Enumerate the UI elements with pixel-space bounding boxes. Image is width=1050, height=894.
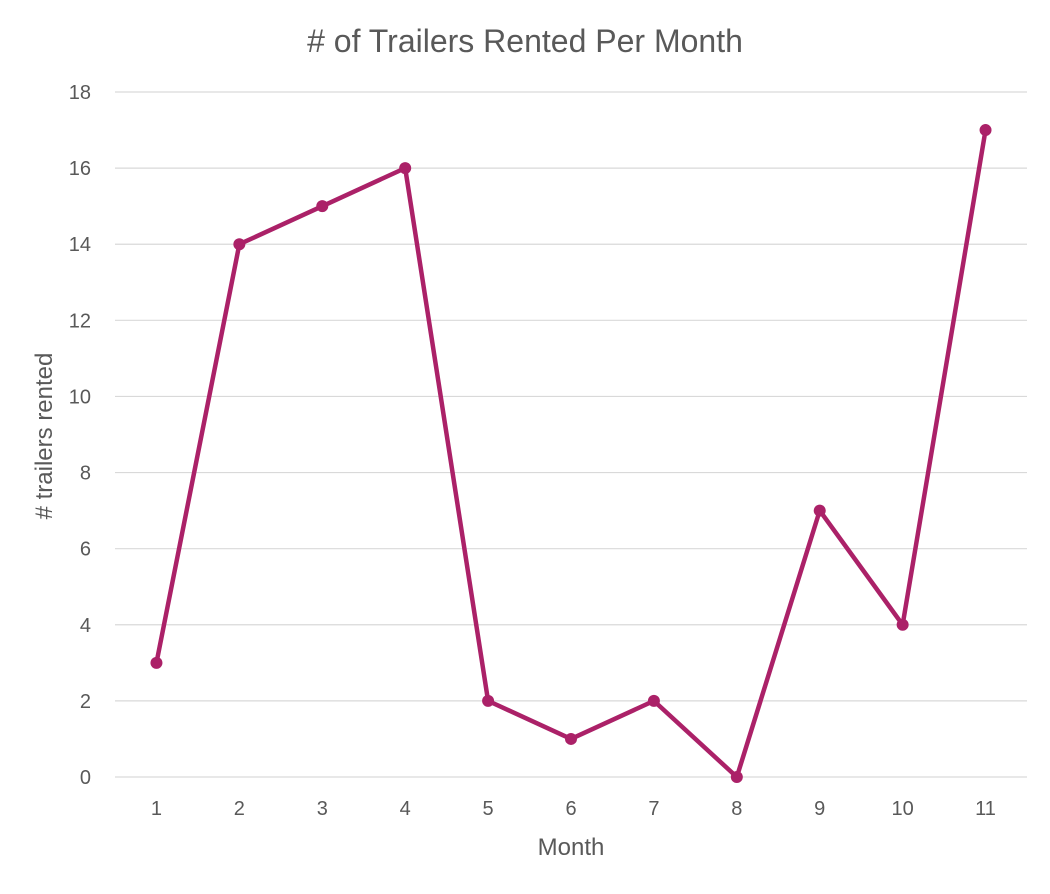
data-point — [233, 238, 246, 251]
x-tick-label: 3 — [317, 798, 328, 820]
x-tick-label: 5 — [483, 798, 494, 820]
data-point — [730, 771, 743, 783]
y-tick-label: 12 — [69, 310, 91, 332]
y-axis-label: # trailers rented — [31, 353, 58, 520]
gridlines — [115, 91, 1027, 778]
data-point — [565, 732, 577, 745]
chart-title: # of Trailers Rented Per Month — [307, 23, 743, 59]
x-tick-label: 10 — [892, 798, 914, 820]
series-group — [150, 124, 992, 783]
data-point — [979, 124, 992, 137]
x-tick-label: 6 — [565, 798, 576, 820]
y-tick-label: 4 — [80, 615, 91, 637]
y-axis-ticks: 0 2 4 6 8 10 12 14 16 18 — [69, 82, 91, 789]
y-tick-label: 0 — [80, 767, 91, 789]
x-tick-label: 4 — [400, 798, 411, 820]
data-point — [399, 162, 412, 175]
x-tick-label: 1 — [151, 798, 162, 820]
y-tick-label: 10 — [69, 386, 91, 408]
x-axis-label: Month — [538, 834, 605, 861]
data-point — [482, 694, 495, 707]
y-tick-label: 14 — [69, 234, 91, 256]
y-tick-label: 16 — [69, 158, 91, 180]
data-point — [316, 200, 329, 213]
data-point — [150, 656, 163, 669]
x-tick-label: 11 — [975, 798, 996, 820]
y-tick-label: 2 — [80, 691, 91, 713]
data-point — [647, 694, 660, 707]
y-tick-label: 18 — [69, 82, 91, 104]
data-point — [813, 504, 826, 517]
x-tick-label: 2 — [234, 798, 245, 820]
y-tick-label: 6 — [80, 539, 91, 561]
series-line — [154, 127, 988, 780]
x-tick-label: 7 — [648, 798, 659, 820]
x-axis-ticks: 1 2 3 4 5 6 7 8 9 10 11 — [151, 798, 996, 820]
x-tick-label: 9 — [814, 798, 825, 820]
x-tick-label: 8 — [731, 798, 742, 820]
data-point — [896, 618, 909, 631]
y-tick-label: 8 — [80, 463, 91, 485]
